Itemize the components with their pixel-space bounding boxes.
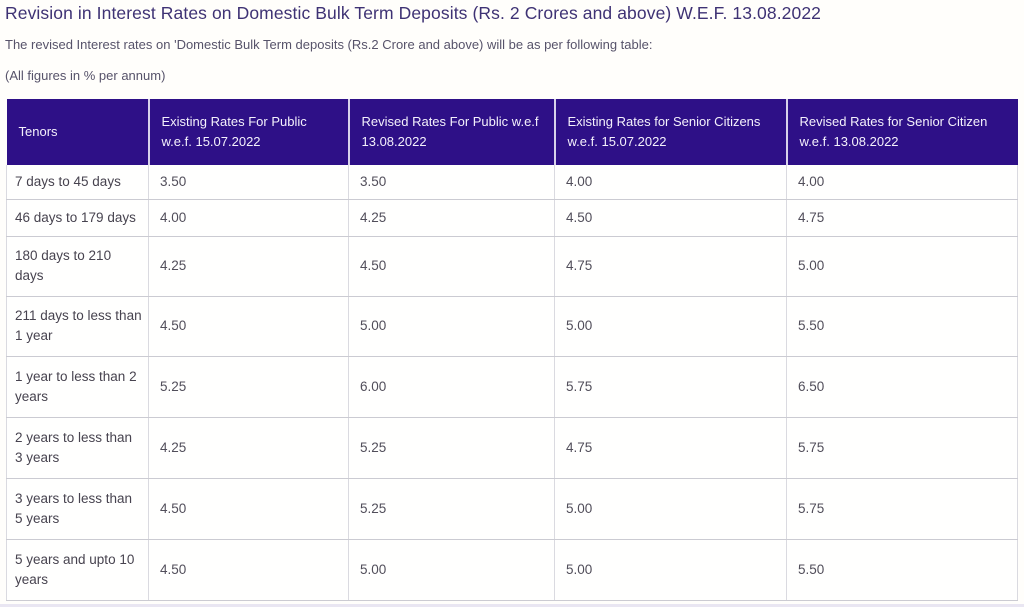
- rate-cell: 3.50: [348, 165, 555, 200]
- rate-cell: 5.25: [348, 478, 555, 540]
- rates-table-body: 7 days to 45 days 3.50 3.50 4.00 4.00 46 days…: [6, 165, 1018, 601]
- column-header-tenors: Tenors: [6, 99, 150, 165]
- rate-cell: 5.75: [786, 417, 1018, 479]
- rate-cell: 5.00: [348, 296, 555, 357]
- rate-cell: 4.00: [148, 199, 349, 237]
- rate-cell: 4.75: [554, 417, 787, 479]
- rate-cell: 5.50: [786, 539, 1018, 601]
- rate-cell: 5.25: [348, 417, 555, 479]
- tenor-cell: 7 days to 45 days: [6, 165, 149, 200]
- tenor-cell: 46 days to 179 days: [6, 199, 149, 237]
- rate-cell: 4.25: [148, 236, 349, 297]
- table-row: 46 days to 179 days 4.00 4.25 4.50 4.75: [6, 199, 1018, 237]
- bottom-strip: [0, 604, 1024, 607]
- rate-cell: 4.50: [148, 296, 349, 357]
- rate-cell: 6.00: [348, 356, 555, 418]
- column-header-revised-public: Revised Rates For Public w.e.f 13.08.202…: [348, 99, 556, 165]
- rate-cell: 5.25: [148, 356, 349, 418]
- table-row: 180 days to 210 days 4.25 4.50 4.75 5.00: [6, 236, 1018, 297]
- table-row: 5 years and upto 10 years 4.50 5.00 5.00 5.5…: [6, 539, 1018, 601]
- tenor-cell: 3 years to less than 5 years: [6, 478, 149, 540]
- table-row: 7 days to 45 days 3.50 3.50 4.00 4.00: [6, 165, 1018, 200]
- rate-cell: 4.50: [148, 539, 349, 601]
- rates-table: Tenors Existing Rates For Public w.e.f. …: [6, 99, 1018, 601]
- rate-cell: 5.50: [786, 296, 1018, 357]
- table-row: 2 years to less than 3 years 4.25 5.25 4.75…: [6, 417, 1018, 479]
- rate-cell: 5.00: [554, 296, 787, 357]
- rate-cell: 4.25: [148, 417, 349, 479]
- page-title: Revision in Interest Rates on Domestic B…: [5, 3, 822, 23]
- header-row: Tenors Existing Rates For Public w.e.f. …: [6, 99, 1018, 165]
- column-header-existing-public: Existing Rates For Public w.e.f. 15.07.2…: [148, 99, 350, 165]
- table-row: 3 years to less than 5 years 4.50 5.25 5.00…: [6, 478, 1018, 540]
- rate-cell: 4.00: [554, 165, 787, 200]
- tenor-cell: 5 years and upto 10 years: [6, 539, 149, 601]
- tenor-cell: 180 days to 210 days: [6, 236, 149, 297]
- rates-table-header: Tenors Existing Rates For Public w.e.f. …: [6, 99, 1018, 165]
- rate-cell: 5.00: [554, 478, 787, 540]
- rate-cell: 4.25: [348, 199, 555, 237]
- rate-cell: 4.50: [348, 236, 555, 297]
- rate-cell: 4.50: [148, 478, 349, 540]
- tenor-cell: 211 days to less than 1 year: [6, 296, 149, 357]
- intro-text: The revised Interest rates on 'Domestic …: [5, 37, 653, 52]
- rate-cell: 6.50: [786, 356, 1018, 418]
- rate-cell: 5.00: [554, 539, 787, 601]
- rate-cell: 5.75: [554, 356, 787, 418]
- rate-cell: 5.00: [348, 539, 555, 601]
- rate-cell: 5.00: [786, 236, 1018, 297]
- column-header-existing-senior: Existing Rates for Senior Citizens w.e.f…: [554, 99, 788, 165]
- rate-cell: 4.75: [554, 236, 787, 297]
- units-note: (All figures in % per annum): [5, 68, 166, 83]
- rate-cell: 4.75: [786, 199, 1018, 237]
- rate-cell: 4.50: [554, 199, 787, 237]
- table-row: 1 year to less than 2 years 5.25 6.00 5.75 6…: [6, 356, 1018, 418]
- column-header-revised-senior: Revised Rates for Senior Citizen w.e.f. …: [786, 99, 1018, 165]
- tenor-cell: 2 years to less than 3 years: [6, 417, 149, 479]
- rate-cell: 3.50: [148, 165, 349, 200]
- rate-cell: 5.75: [786, 478, 1018, 540]
- table-row: 211 days to less than 1 year 4.50 5.00 5.00…: [6, 296, 1018, 357]
- rate-cell: 4.00: [786, 165, 1018, 200]
- tenor-cell: 1 year to less than 2 years: [6, 356, 149, 418]
